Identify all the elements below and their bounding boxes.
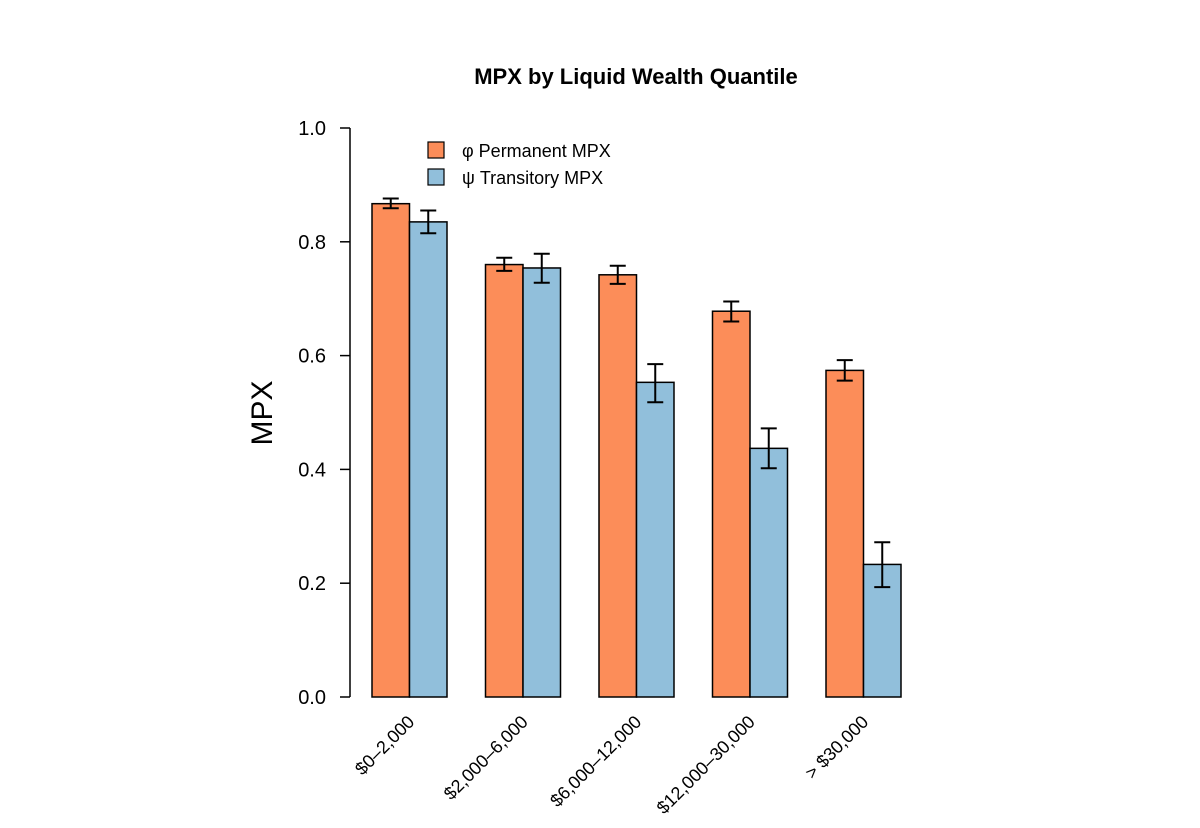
bar	[749, 447, 789, 698]
legend-swatch	[427, 141, 445, 159]
bar	[598, 274, 638, 698]
bar	[408, 221, 448, 698]
y-tick-label: 0.0	[298, 687, 326, 709]
legend-label: φ Permanent MPX	[462, 141, 611, 161]
bars	[371, 202, 902, 698]
x-tick-label: $12,000–30,000	[653, 712, 759, 818]
y-axis-title: MPX	[246, 380, 279, 445]
x-tick-label: $6,000–12,000	[546, 712, 645, 811]
y-tick-label: 0.6	[298, 346, 326, 368]
bar	[371, 202, 411, 698]
y-tick-label: 0.2	[298, 573, 326, 595]
x-tick-label: > $30,000	[801, 712, 872, 783]
bar	[522, 267, 562, 698]
bar	[484, 263, 524, 698]
y-axis: 0.0 0.2 0.4 0.6 0.8 1.0	[298, 118, 351, 709]
bar	[825, 369, 865, 698]
chart-title: MPX by Liquid Wealth Quantile	[474, 64, 798, 89]
x-tick-label: $0–2,000	[351, 712, 418, 779]
legend: φ Permanent MPX ψ Transitory MPX	[427, 141, 611, 188]
legend-swatch	[427, 168, 445, 186]
x-axis-labels: $0–2,000 $2,000–6,000 $6,000–12,000 $12,000…	[351, 712, 872, 818]
y-tick-label: 0.8	[298, 232, 326, 254]
bar	[635, 381, 675, 698]
y-tick-label: 0.4	[298, 459, 326, 481]
y-tick-label: 1.0	[298, 118, 326, 140]
bar	[711, 310, 751, 698]
error-bars	[382, 197, 891, 589]
legend-label: ψ Transitory MPX	[462, 168, 603, 188]
x-tick-label: $2,000–6,000	[440, 712, 532, 804]
